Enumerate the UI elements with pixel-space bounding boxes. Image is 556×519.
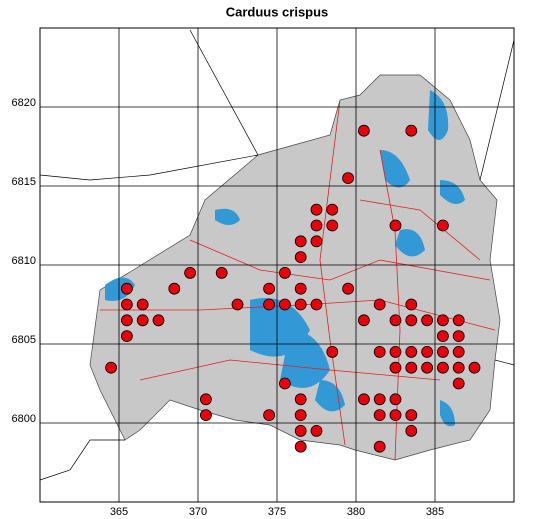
point (152, 314, 165, 327)
point (278, 266, 291, 279)
point (357, 314, 370, 327)
point (452, 330, 465, 343)
point (121, 314, 133, 327)
point (468, 361, 481, 374)
point (405, 345, 418, 358)
point (436, 314, 449, 327)
point (121, 298, 133, 311)
point (278, 298, 291, 311)
point (310, 203, 323, 216)
point (389, 219, 402, 232)
x-tick-label: 375 (268, 506, 286, 518)
point (342, 172, 355, 185)
point (326, 345, 339, 358)
point (373, 440, 386, 453)
point (405, 361, 418, 374)
point (389, 409, 402, 422)
point (199, 393, 212, 406)
point (373, 298, 386, 311)
point (436, 330, 449, 343)
x-tick-label: 370 (189, 506, 207, 518)
y-tick-label: 6820 (12, 97, 36, 109)
point (452, 314, 465, 327)
y-tick-label: 6815 (12, 176, 36, 188)
point (136, 298, 149, 311)
point (294, 298, 307, 311)
point (310, 424, 323, 437)
point (452, 361, 465, 374)
point (389, 361, 402, 374)
point (373, 393, 386, 406)
y-tick-label: 6805 (12, 334, 36, 346)
x-tick-label: 365 (110, 506, 128, 518)
point (326, 219, 339, 232)
point (121, 282, 133, 295)
point (263, 282, 276, 295)
point (405, 314, 418, 327)
point (121, 330, 133, 343)
point (294, 235, 307, 248)
point (136, 314, 149, 327)
point (421, 361, 434, 374)
point (326, 203, 339, 216)
boundaries (39, 29, 515, 481)
x-tick-label: 385 (426, 506, 444, 518)
point (421, 314, 434, 327)
plot-frame (39, 27, 515, 503)
point (373, 409, 386, 422)
point (342, 282, 355, 295)
point (310, 235, 323, 248)
point (263, 298, 276, 311)
point (215, 266, 228, 279)
chart-title: Carduus crispus (226, 4, 329, 19)
point (421, 345, 434, 358)
point (310, 298, 323, 311)
y-tick-label: 6810 (12, 255, 36, 267)
point (405, 424, 418, 437)
point (405, 298, 418, 311)
point (199, 409, 212, 422)
point (405, 409, 418, 422)
plot: 365 370 375 380 385 6800 6805 6810 6815 6820 (12, 28, 514, 518)
point (389, 393, 402, 406)
point (294, 251, 307, 264)
point (436, 361, 449, 374)
point (389, 345, 402, 358)
y-tick-label: 6800 (12, 413, 36, 425)
point (278, 377, 291, 390)
point (436, 219, 449, 232)
point (310, 219, 323, 232)
point (263, 409, 276, 422)
point (373, 345, 386, 358)
point (231, 298, 244, 311)
point (184, 266, 197, 279)
x-tick-label: 380 (347, 506, 365, 518)
point (452, 377, 465, 390)
point (389, 314, 402, 327)
point (168, 282, 181, 295)
point (357, 393, 370, 406)
point (294, 393, 307, 406)
point (452, 345, 465, 358)
point (294, 440, 307, 453)
point (294, 424, 307, 437)
point (436, 345, 449, 358)
point (294, 409, 307, 422)
point (357, 124, 370, 137)
point (405, 124, 418, 137)
point (105, 361, 117, 374)
point (294, 282, 307, 295)
